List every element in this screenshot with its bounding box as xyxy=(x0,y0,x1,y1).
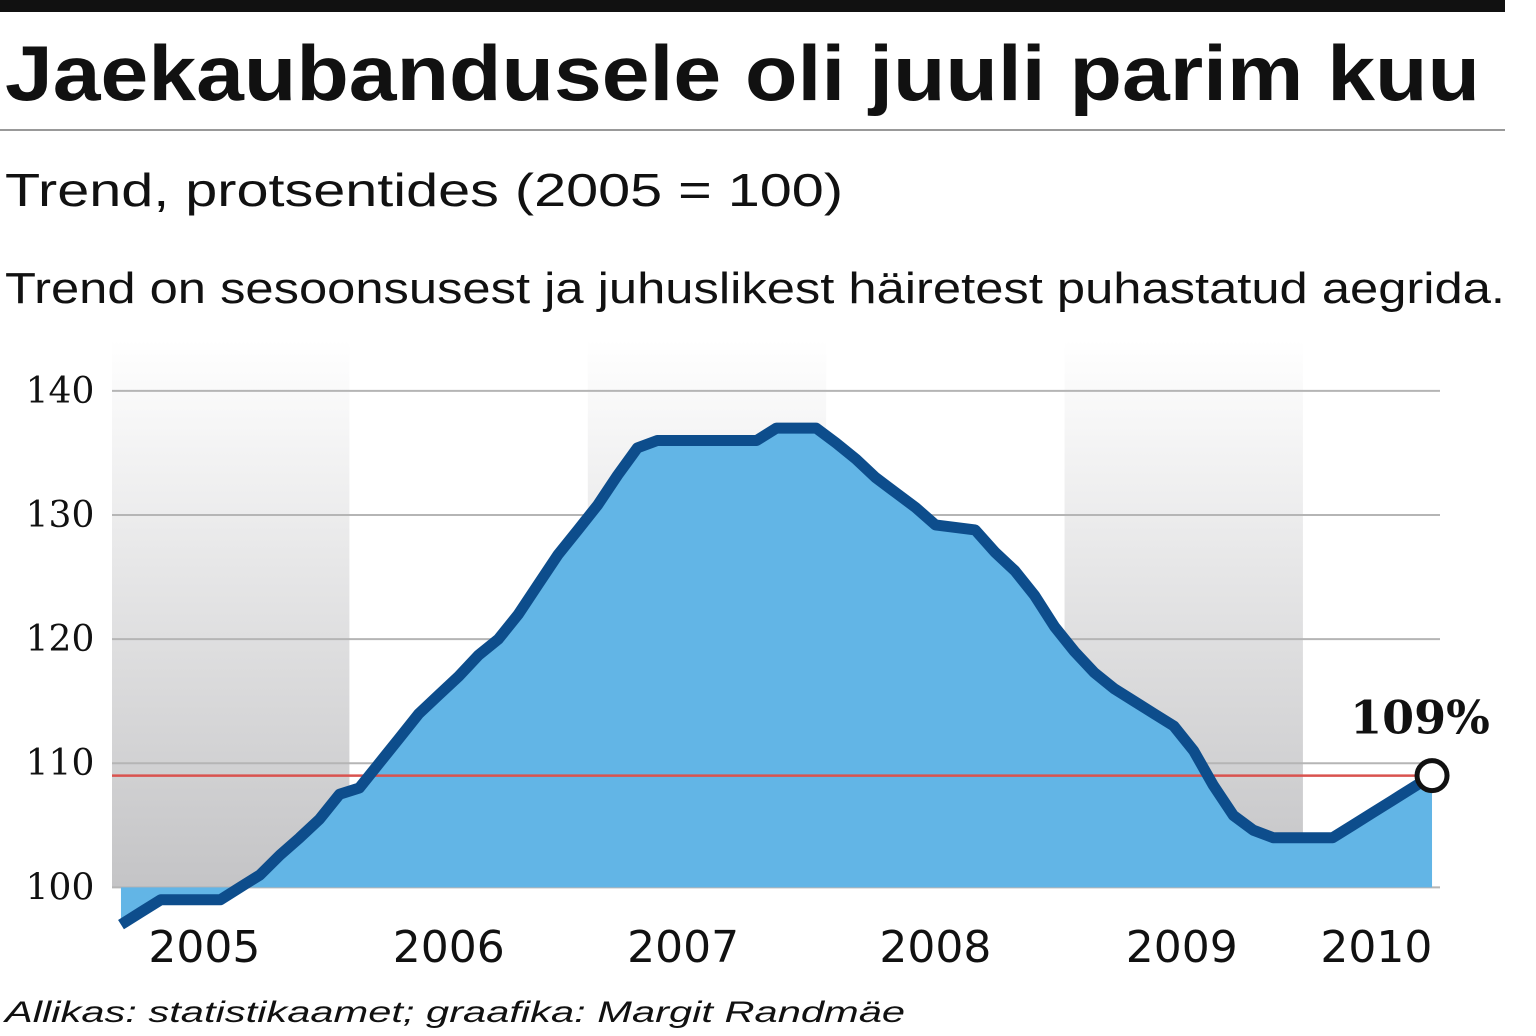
x-tick-label: 2010 xyxy=(1320,922,1432,973)
x-tick-label: 2006 xyxy=(393,922,505,973)
note: Trend on sesoonsusest ja juhuslikest häi… xyxy=(5,264,1505,313)
x-tick-label: 2008 xyxy=(879,922,991,973)
year-band xyxy=(112,340,350,888)
y-tick-label: 120 xyxy=(26,619,95,660)
y-tick-label: 140 xyxy=(26,371,95,412)
y-tick-label: 110 xyxy=(26,743,95,784)
source: Allikas: statistikaamet; graafika: Margi… xyxy=(2,996,905,1029)
y-tick-label: 100 xyxy=(26,867,95,908)
top-bar xyxy=(0,0,1505,12)
chart-title: Jaekaubandusele oli juuli parim kuu xyxy=(5,29,1480,117)
x-tick-label: 2009 xyxy=(1126,922,1238,973)
line xyxy=(118,422,1435,930)
end-marker xyxy=(1414,758,1450,794)
annotation: 109% xyxy=(1350,691,1490,745)
area xyxy=(120,428,1433,925)
x-tick-label: 2005 xyxy=(148,922,260,973)
y-tick-label: 130 xyxy=(26,495,95,536)
x-tick-label: 2007 xyxy=(627,922,739,973)
subtitle: Trend, protsentides (2005 = 100) xyxy=(5,164,843,216)
